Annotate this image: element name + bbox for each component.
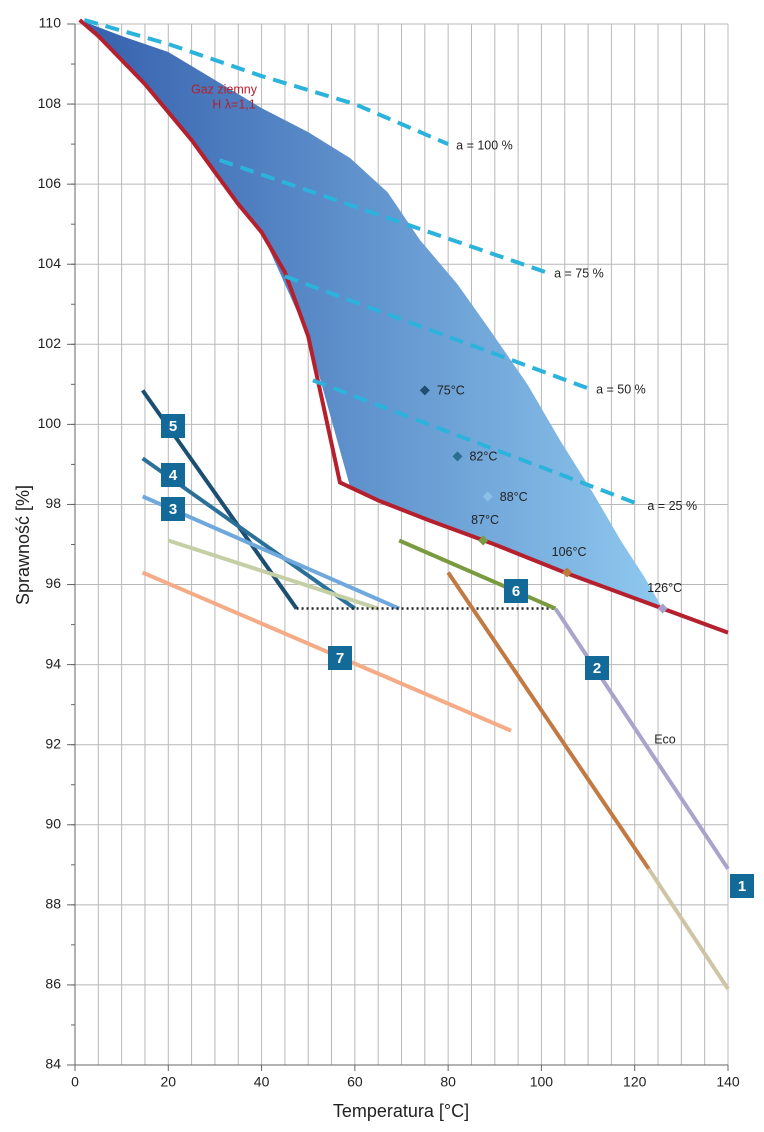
series-line <box>218 158 547 275</box>
series-line <box>167 538 379 611</box>
label-box <box>585 656 609 680</box>
y-tick-label: 102 <box>38 335 62 351</box>
series-line <box>398 538 557 611</box>
label-box <box>730 874 754 898</box>
y-tick-label: 90 <box>45 815 61 831</box>
point-marker <box>452 451 463 462</box>
point-label: 75°C <box>437 384 465 398</box>
point-marker <box>478 535 489 546</box>
series-label: 4 <box>169 467 178 484</box>
series-line <box>141 494 400 611</box>
y-tick-label: 94 <box>45 655 61 671</box>
x-tick-label: 40 <box>254 1074 270 1090</box>
label-box <box>504 579 528 603</box>
efficiency-area <box>79 19 661 608</box>
y-tick-label: 110 <box>39 15 62 31</box>
point-label: 126°C <box>647 581 682 595</box>
y-tick-label: 86 <box>45 976 61 992</box>
series-label: 1 <box>738 878 746 895</box>
x-tick-label: 20 <box>160 1074 176 1090</box>
annotation: H λ=1,1 <box>212 97 255 111</box>
annotation: Eco <box>654 732 676 746</box>
point-label: 88°C <box>500 490 528 504</box>
point-label: 82°C <box>469 450 497 464</box>
x-tick-label: 140 <box>716 1074 740 1090</box>
label-box <box>161 414 185 438</box>
series-line <box>83 18 449 146</box>
series-line <box>78 18 729 635</box>
point-label: 106°C <box>552 545 587 559</box>
y-tick-label: 92 <box>45 735 61 751</box>
series-line <box>647 867 730 991</box>
label-box <box>161 463 185 487</box>
series-line <box>284 274 589 391</box>
annotation: Gaz ziemny <box>191 82 258 96</box>
point-marker <box>482 491 493 502</box>
y-tick-label: 98 <box>45 495 61 511</box>
y-tick-label: 100 <box>38 415 62 431</box>
series-label: a = 100 % <box>456 138 513 152</box>
x-tick-label: 60 <box>347 1074 363 1090</box>
y-tick-label: 108 <box>38 95 62 111</box>
series-label: 3 <box>169 501 177 518</box>
label-box <box>161 497 185 521</box>
y-tick-label: 88 <box>45 896 61 912</box>
series-line <box>446 571 651 870</box>
series-line <box>141 570 512 733</box>
point-label: 87°C <box>471 513 499 527</box>
series-line <box>312 378 641 507</box>
x-tick-label: 120 <box>623 1074 647 1090</box>
series-label: a = 50 % <box>596 383 646 397</box>
x-axis-title: Temperatura [°C] <box>333 1101 469 1121</box>
point-marker <box>657 603 668 614</box>
y-tick-label: 104 <box>38 255 62 271</box>
series-label: a = 75 % <box>554 267 604 281</box>
y-tick-label: 106 <box>38 175 62 191</box>
series-label: 7 <box>336 650 344 667</box>
series-label: 5 <box>169 418 177 435</box>
x-tick-label: 100 <box>530 1074 554 1090</box>
series-label: 6 <box>512 583 520 600</box>
y-tick-label: 96 <box>45 575 61 591</box>
series-label: 2 <box>593 660 601 677</box>
series-label: a = 25 % <box>647 499 697 513</box>
point-marker <box>419 385 430 396</box>
label-box <box>328 646 352 670</box>
series-line <box>553 607 730 870</box>
x-tick-label: 80 <box>440 1074 456 1090</box>
y-axis-title: Sprawność [%] <box>13 485 33 605</box>
point-marker <box>562 567 573 578</box>
x-tick-label: 0 <box>71 1074 79 1090</box>
y-tick-label: 84 <box>45 1056 61 1072</box>
